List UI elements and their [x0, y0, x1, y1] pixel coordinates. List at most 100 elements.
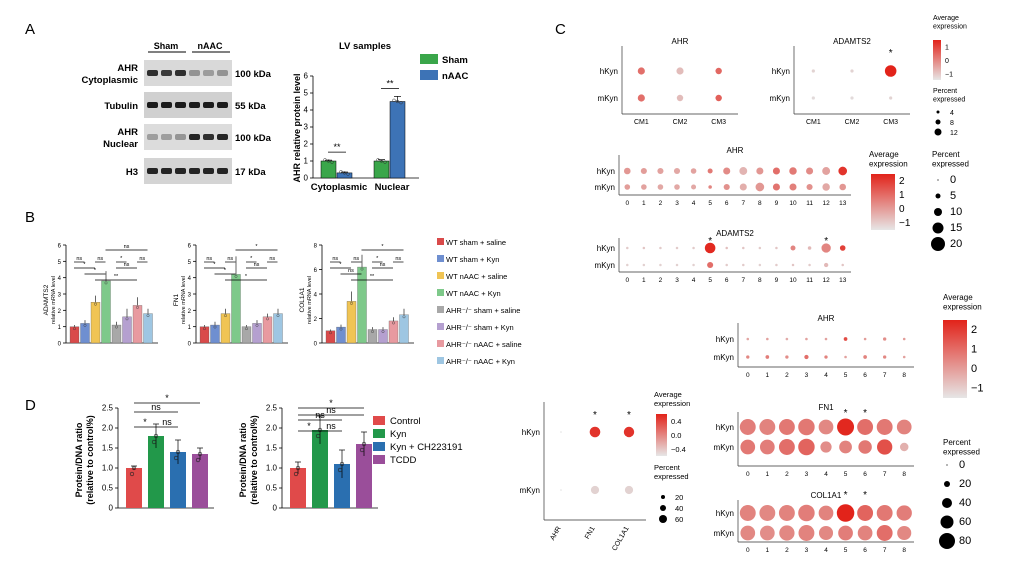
- bar: [122, 316, 132, 344]
- colorbar-tick: −1: [945, 71, 953, 78]
- x-tick-label: 6: [725, 200, 729, 207]
- bar: [262, 316, 273, 344]
- y-tick-label: 0.5: [266, 484, 278, 493]
- plot-title: FN1: [818, 403, 834, 412]
- colorbar-tick: 2: [971, 324, 977, 336]
- x-tick-label: 5: [844, 547, 848, 554]
- blot-row-label: AHR: [117, 127, 138, 138]
- dot: [779, 525, 795, 541]
- plot-title: ADAMTS2: [833, 37, 871, 46]
- dot: [811, 96, 815, 100]
- dot: [824, 337, 828, 341]
- dot: [708, 185, 712, 189]
- colorbar: [943, 320, 967, 398]
- blot-band: [161, 70, 172, 76]
- dot: [560, 489, 562, 491]
- dot: [889, 96, 893, 100]
- dot: [863, 355, 867, 359]
- y-tick-label: 3: [188, 293, 192, 299]
- y-tick-label: 2: [58, 309, 62, 315]
- dot: [746, 355, 750, 359]
- sig-label: *: [213, 262, 216, 268]
- legend-label: AHR⁻/⁻ sham + saline: [446, 306, 520, 315]
- y-axis-label: Protein/DNA ratio: [238, 422, 248, 497]
- dot: [843, 337, 848, 341]
- row-label: mKyn: [595, 183, 615, 192]
- significance-star: *: [889, 48, 893, 59]
- data-point: [395, 99, 400, 104]
- x-tick-label: 9: [775, 277, 779, 284]
- sig-label: *: [143, 417, 147, 427]
- data-point: [339, 170, 343, 174]
- blot-band: [203, 168, 214, 174]
- size-dot: [940, 515, 954, 529]
- legend-label: Control: [390, 416, 421, 427]
- significance-star: *: [844, 490, 848, 501]
- sig-label: ns: [124, 262, 130, 268]
- dot: [676, 94, 684, 102]
- colorbar-tick: 0.4: [671, 417, 681, 426]
- data-point: [392, 321, 395, 325]
- legend-swatch: [437, 357, 444, 364]
- bar: [367, 329, 378, 344]
- dot: [876, 505, 893, 521]
- blot-band: [217, 168, 228, 174]
- legend-swatch: [437, 238, 444, 245]
- bar: [111, 324, 122, 344]
- bar: [356, 444, 372, 508]
- legend-title: Average: [933, 15, 959, 22]
- x-tick-label: 4: [824, 547, 828, 554]
- dot: [715, 67, 722, 75]
- y-tick-label: 1.5: [266, 444, 278, 453]
- data-point: [195, 457, 201, 463]
- blot-band: [189, 102, 200, 108]
- dot: [897, 525, 912, 541]
- legend-swatch: [420, 70, 438, 80]
- dot: [808, 263, 811, 267]
- bar: [336, 172, 353, 179]
- dot-plot-c5: AHR hKyn mKyn 0 1 2 3 4 5 6 7 8: [714, 314, 914, 379]
- row-label: hKyn: [597, 167, 615, 176]
- blot-band: [175, 134, 186, 140]
- row-label: hKyn: [716, 423, 734, 432]
- y-axis-label: relative mRNA level: [307, 276, 313, 324]
- data-point: [175, 449, 181, 455]
- dot: [691, 184, 697, 190]
- legend-label: AHR⁻/⁻ nAAC + saline: [446, 340, 522, 349]
- x-tick-label: 5: [844, 372, 848, 379]
- size-dot: [937, 179, 939, 181]
- dot: [759, 505, 776, 521]
- legend-title: expressed: [932, 160, 969, 169]
- x-tick-label: 13: [839, 200, 847, 207]
- dot: [659, 246, 662, 250]
- colorbar-tick: 0.0: [671, 431, 681, 440]
- legend-swatch: [437, 306, 444, 313]
- size-dot: [939, 533, 955, 549]
- dot-plot-c6: FN1 hKyn mKyn 0 1 2 3 4 5 6 7 8 * *: [714, 403, 914, 478]
- blot-band: [147, 168, 158, 174]
- y-axis-label: (relative to control%): [85, 415, 95, 505]
- dot: [798, 504, 815, 522]
- blot-row-label: Tubulin: [104, 101, 138, 112]
- data-point: [266, 317, 269, 321]
- x-tick-label: 1: [642, 200, 646, 207]
- blot-band: [175, 168, 186, 174]
- dot: [839, 183, 847, 191]
- x-tick-label: 0: [746, 471, 750, 478]
- plot-title: AHR: [672, 37, 689, 46]
- x-tick-label: 3: [805, 372, 809, 379]
- data-point: [131, 465, 137, 471]
- dot-plot-legends: Averageexpression10−1Percentexpressed481…: [654, 15, 984, 549]
- size-label: 15: [950, 222, 962, 234]
- y-axis-label: Protein/DNA ratio: [74, 422, 84, 497]
- x-tick-label: 12: [823, 277, 831, 284]
- legend-label: Sham: [442, 55, 468, 66]
- x-tick-label: 11: [806, 200, 813, 207]
- sig-label: *: [245, 274, 248, 280]
- size-dot: [946, 464, 948, 466]
- x-tick-label: 1: [766, 471, 770, 478]
- legend-label: Kyn: [390, 429, 406, 440]
- data-point: [146, 314, 150, 317]
- colorbar-tick: −0.4: [671, 445, 686, 454]
- x-tick-label: CM2: [673, 119, 688, 126]
